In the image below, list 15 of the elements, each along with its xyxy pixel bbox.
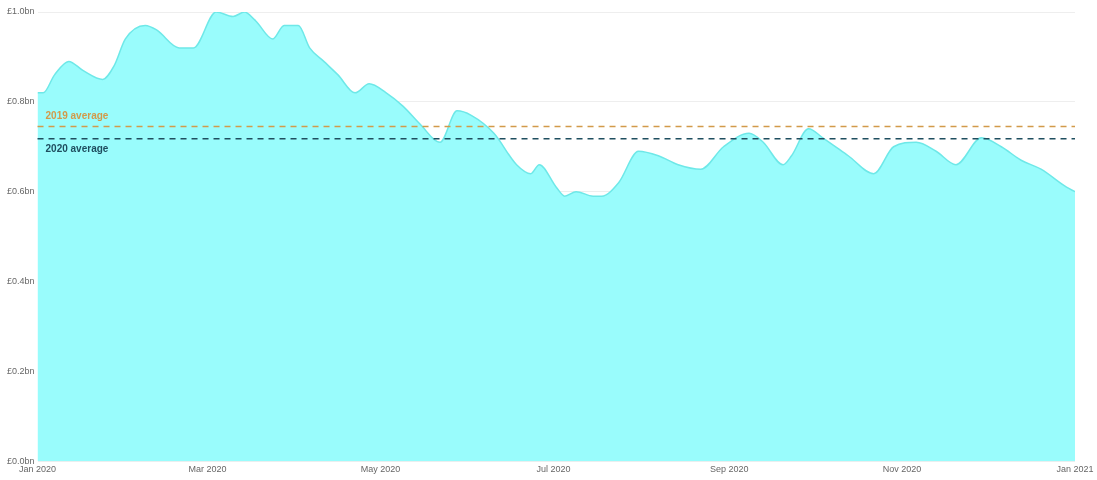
ref-line-label: 2019 average <box>45 110 109 122</box>
ref-line-label: 2020 average <box>45 143 109 155</box>
x-tick-label: Mar 2020 <box>188 464 227 475</box>
x-tick-label: Jan 2020 <box>19 464 57 475</box>
y-tick-label: £0.4bn <box>7 276 35 286</box>
x-tick-label: Jan 2021 <box>1056 464 1094 475</box>
y-tick-label: £0.8bn <box>7 96 35 107</box>
x-tick-label: May 2020 <box>360 464 401 475</box>
x-tick-label: Sep 2020 <box>709 464 749 475</box>
y-tick-label: £0.6bn <box>7 186 35 197</box>
x-tick-label: Jul 2020 <box>536 464 571 475</box>
x-tick-label: Nov 2020 <box>882 464 922 475</box>
y-tick-label: £0.2bn <box>7 365 35 376</box>
y-tick-label: £0.0bn <box>7 455 35 466</box>
y-tick-label: £1.0bn <box>7 6 35 17</box>
